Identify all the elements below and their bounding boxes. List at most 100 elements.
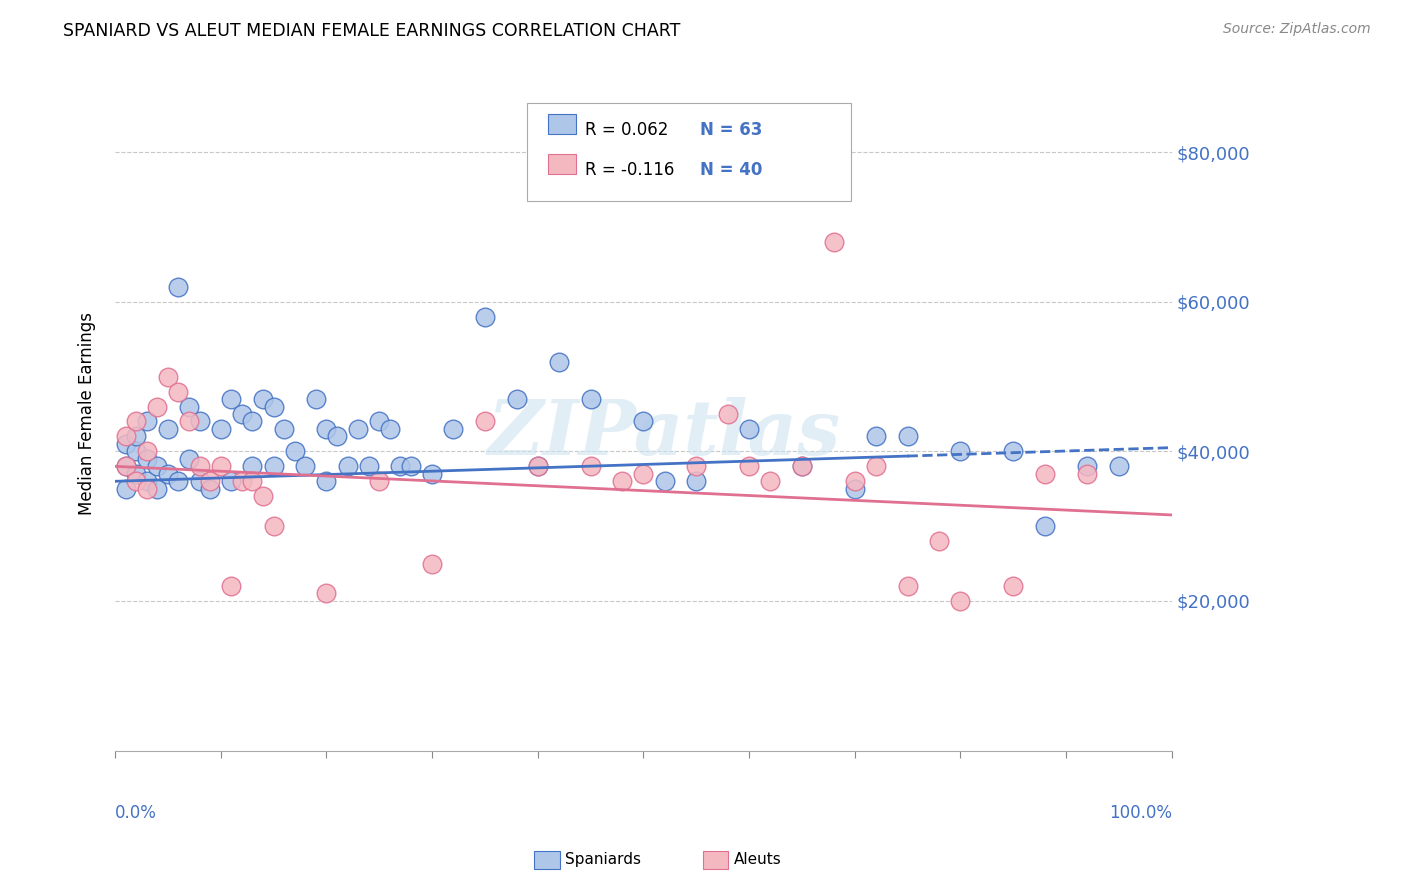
Point	[114, 459, 136, 474]
Point	[474, 414, 496, 428]
Point	[420, 557, 443, 571]
Point	[125, 444, 148, 458]
Point	[156, 467, 179, 481]
Point	[315, 475, 337, 489]
Point	[526, 459, 548, 474]
Point	[177, 400, 200, 414]
Point	[474, 310, 496, 324]
Point	[1033, 519, 1056, 533]
Text: 100.0%: 100.0%	[1109, 805, 1171, 822]
Y-axis label: Median Female Earnings: Median Female Earnings	[79, 312, 96, 516]
Point	[242, 414, 264, 428]
Point	[949, 444, 972, 458]
Point	[949, 594, 972, 608]
Point	[357, 459, 380, 474]
Point	[263, 400, 285, 414]
Point	[378, 422, 401, 436]
Point	[526, 459, 548, 474]
Point	[790, 459, 813, 474]
Point	[167, 384, 190, 399]
Point	[198, 475, 221, 489]
Point	[1076, 459, 1098, 474]
Point	[114, 429, 136, 443]
Text: N = 63: N = 63	[700, 121, 762, 139]
Point	[135, 451, 157, 466]
Point	[198, 482, 221, 496]
Point	[242, 475, 264, 489]
Point	[219, 579, 242, 593]
Point	[420, 467, 443, 481]
Point	[135, 444, 157, 458]
Point	[167, 475, 190, 489]
Text: R = -0.116: R = -0.116	[585, 161, 675, 178]
Point	[294, 459, 316, 474]
Point	[1002, 444, 1025, 458]
Point	[326, 429, 349, 443]
Text: Source: ZipAtlas.com: Source: ZipAtlas.com	[1223, 22, 1371, 37]
Point	[231, 407, 253, 421]
Point	[759, 475, 782, 489]
Point	[685, 475, 707, 489]
Point	[654, 475, 676, 489]
Point	[273, 422, 295, 436]
Point	[252, 392, 274, 406]
Point	[284, 444, 307, 458]
Point	[135, 414, 157, 428]
Point	[368, 414, 391, 428]
Point	[1002, 579, 1025, 593]
Point	[823, 235, 845, 249]
Text: Spaniards: Spaniards	[565, 853, 641, 867]
Point	[315, 422, 337, 436]
Point	[146, 482, 169, 496]
Point	[1076, 467, 1098, 481]
Point	[790, 459, 813, 474]
Point	[219, 392, 242, 406]
Point	[177, 451, 200, 466]
Point	[844, 475, 866, 489]
Point	[252, 489, 274, 503]
Point	[114, 459, 136, 474]
Point	[1033, 467, 1056, 481]
Point	[633, 414, 655, 428]
Point	[263, 519, 285, 533]
Point	[209, 459, 232, 474]
Text: N = 40: N = 40	[700, 161, 762, 178]
Point	[928, 534, 950, 549]
Point	[125, 475, 148, 489]
Point	[125, 467, 148, 481]
Text: 0.0%: 0.0%	[115, 805, 157, 822]
Text: Aleuts: Aleuts	[734, 853, 782, 867]
Point	[188, 475, 211, 489]
Point	[897, 579, 920, 593]
Point	[865, 459, 887, 474]
Point	[1108, 459, 1130, 474]
Point	[738, 422, 761, 436]
Point	[188, 414, 211, 428]
Point	[336, 459, 359, 474]
Point	[347, 422, 370, 436]
Point	[231, 475, 253, 489]
Point	[146, 459, 169, 474]
Point	[612, 475, 634, 489]
Point	[167, 280, 190, 294]
Point	[505, 392, 527, 406]
Point	[368, 475, 391, 489]
Point	[125, 414, 148, 428]
Point	[579, 392, 602, 406]
Point	[188, 459, 211, 474]
Point	[389, 459, 412, 474]
Point	[738, 459, 761, 474]
Point	[547, 354, 569, 368]
Point	[219, 475, 242, 489]
Point	[305, 392, 328, 406]
Point	[865, 429, 887, 443]
Point	[263, 459, 285, 474]
Point	[146, 400, 169, 414]
Point	[315, 586, 337, 600]
Text: ZIPatlas: ZIPatlas	[488, 397, 841, 471]
Point	[135, 475, 157, 489]
Point	[717, 407, 740, 421]
Point	[209, 422, 232, 436]
Point	[897, 429, 920, 443]
Point	[114, 482, 136, 496]
